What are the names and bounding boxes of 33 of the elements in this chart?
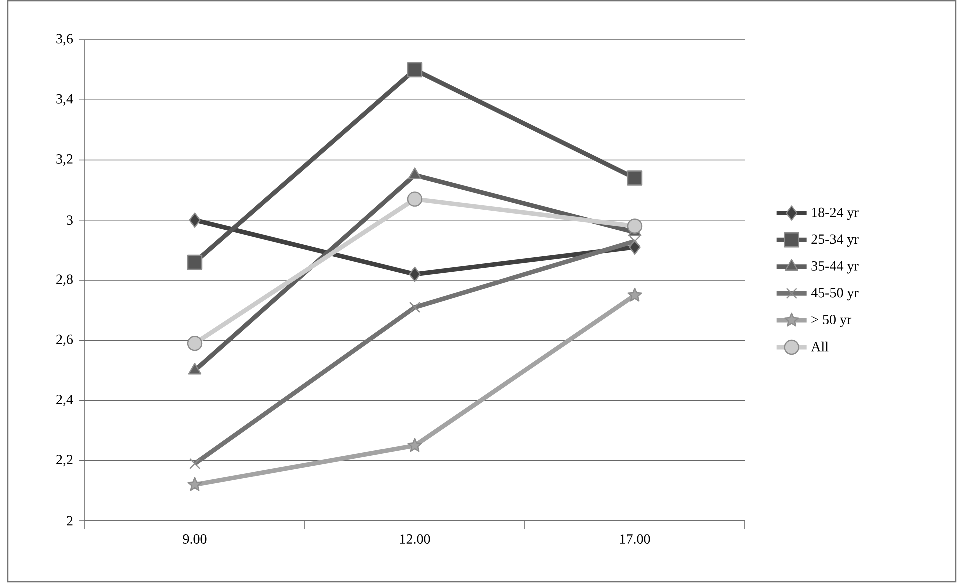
legend-label: > 50 yr: [812, 315, 852, 328]
point: [627, 170, 643, 186]
y-tick-label: 2,8: [56, 274, 73, 286]
y-tick-label: 3,2: [56, 154, 73, 166]
point: [629, 236, 641, 247]
legend-label: 45-50 yr: [811, 288, 859, 301]
legend-label: 25-34 yr: [812, 234, 859, 248]
legend-label: 35-44 yr: [812, 261, 859, 274]
y-tick-label: 2,2: [56, 455, 73, 467]
point: [407, 62, 423, 78]
y-tick-label: 3: [67, 216, 73, 226]
y-tick-label: 2: [67, 516, 73, 526]
point: [408, 438, 422, 452]
x-tick-label: 9.00: [183, 534, 207, 544]
point: [189, 212, 201, 228]
legend-label: All: [811, 342, 829, 352]
y-tick-label: 3,4: [56, 94, 74, 106]
x-tick-label: 17.00: [620, 534, 650, 544]
point: [188, 477, 202, 492]
point: [187, 254, 203, 270]
point: [187, 336, 203, 352]
legend-label: 18-24 yr: [812, 208, 859, 220]
point: [188, 363, 202, 375]
y-tick-label: 3,6: [56, 34, 74, 46]
point: [409, 302, 421, 314]
x-tick-label: 12.00: [400, 534, 430, 544]
point: [627, 218, 643, 234]
point: [628, 288, 642, 302]
point: [407, 192, 423, 207]
point: [189, 458, 201, 470]
y-tick-label: 2,4: [56, 395, 74, 406]
point: [409, 266, 421, 282]
y-tick-label: 2,6: [56, 334, 74, 346]
